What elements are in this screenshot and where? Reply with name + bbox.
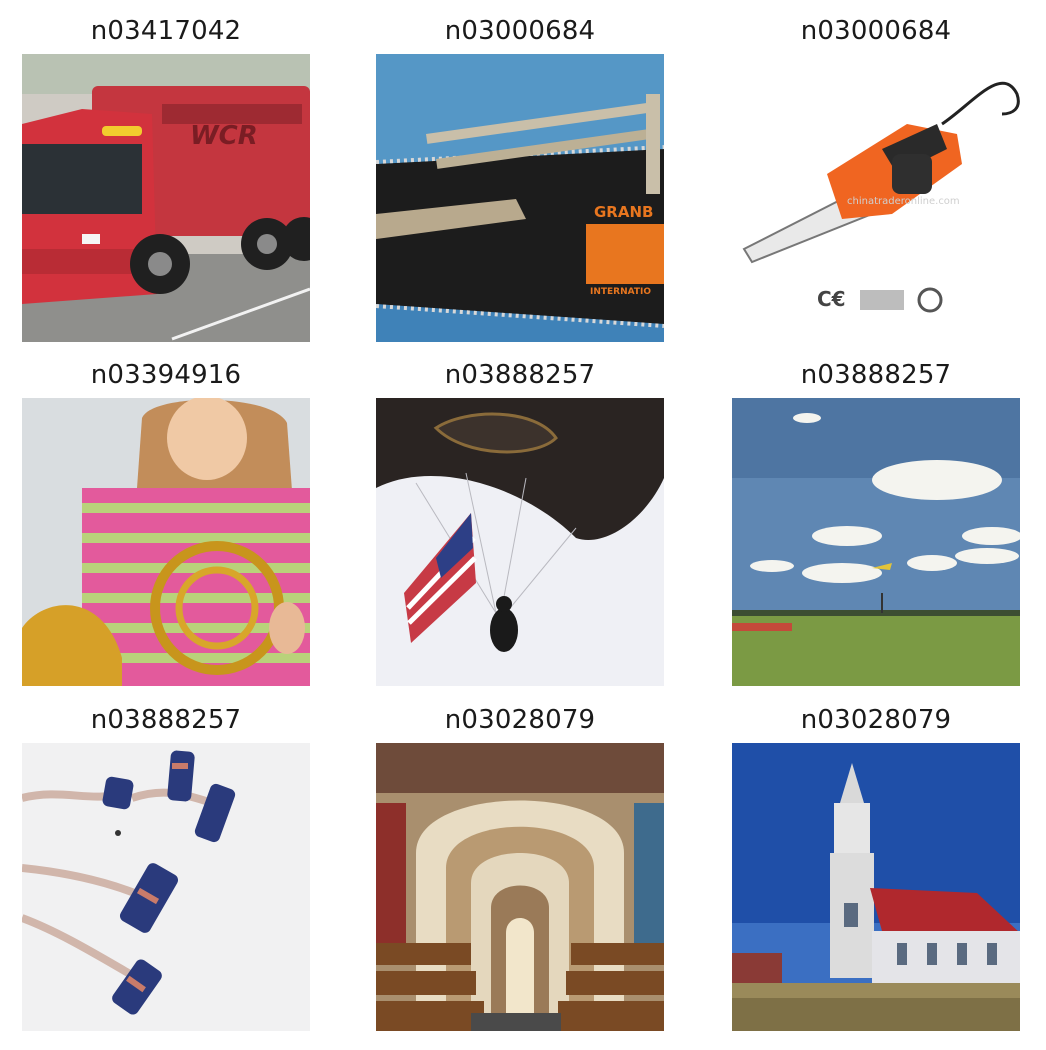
image-label: n03888257 xyxy=(90,705,242,735)
girl-horn-image xyxy=(22,398,310,686)
church-exterior-image xyxy=(732,743,1020,1031)
image-label: n03417042 xyxy=(90,16,242,46)
image-label: n03394916 xyxy=(90,360,242,390)
image-label: n03000684 xyxy=(444,16,596,46)
svg-text:GRANB: GRANB xyxy=(594,203,653,221)
chainsaw-closeup-image: GRANB INTERNATIO xyxy=(376,54,664,342)
watermark-text: chinatraderonline.com xyxy=(847,196,960,207)
chainsaw-product-image: chinatraderonline.com C€ xyxy=(732,54,1020,342)
image-label: n03028079 xyxy=(444,705,596,735)
parachute-flag-image xyxy=(376,398,664,686)
image-label: n03028079 xyxy=(800,705,952,735)
svg-text:C€: C€ xyxy=(817,287,846,311)
svg-text:WCR: WCR xyxy=(190,121,258,151)
parachute-sky-image xyxy=(732,398,1020,686)
svg-text:INTERNATIO: INTERNATIO xyxy=(590,287,651,297)
truck-image: WCR xyxy=(22,54,310,342)
church-interior-image xyxy=(376,743,664,1031)
image-label: n03000684 xyxy=(800,16,952,46)
parachute-formation-image xyxy=(22,743,310,1031)
image-label: n03888257 xyxy=(800,360,952,390)
image-label: n03888257 xyxy=(444,360,596,390)
